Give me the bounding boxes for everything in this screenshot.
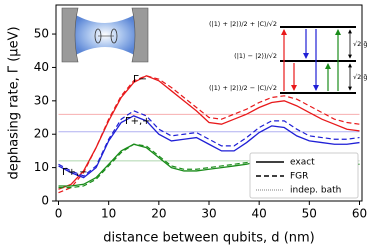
- y-tick-label: 30: [34, 93, 49, 107]
- x-tick-label: 20: [151, 207, 166, 221]
- level-label: (|1⟩ + |2⟩)/2 − |C⟩/√2: [209, 84, 277, 92]
- x-tick-label: 50: [302, 207, 317, 221]
- x-tick-label: 10: [101, 207, 116, 221]
- level-label: (|1⟩ − |2⟩)/√2: [234, 52, 277, 60]
- x-tick-label: 30: [201, 207, 216, 221]
- y-axis-label: dephasing rate, Γ (μeV): [7, 26, 22, 179]
- legend-label: indep. bath: [290, 186, 341, 196]
- mirror: [131, 7, 149, 63]
- x-axis-label: distance between qubits, d (nm): [103, 231, 315, 246]
- curve-label: Γ+,−: [62, 167, 88, 178]
- x-tick-label: 0: [55, 207, 63, 221]
- x-tick-label: 40: [252, 207, 267, 221]
- legend-label: exact: [290, 158, 315, 168]
- y-tick-label: 20: [34, 127, 49, 141]
- gap-label: √2 g̃: [353, 73, 367, 81]
- curve-label: Γ−: [133, 74, 147, 85]
- legend-label: FGR: [290, 172, 308, 182]
- x-tick-label: 60: [352, 207, 367, 221]
- y-tick-label: 10: [34, 160, 49, 174]
- fgr-line: [58, 75, 360, 194]
- mirror: [61, 7, 79, 63]
- level-diagram: (|1⟩ + |2⟩)/2 + |C⟩/√2 (|1⟩ − |2⟩)/√2 (|…: [209, 20, 367, 94]
- y-tick-label: 50: [34, 27, 49, 41]
- level-label: (|1⟩ + |2⟩)/2 + |C⟩/√2: [209, 20, 277, 28]
- gap-label: √2 g̃: [353, 40, 367, 48]
- legend-box: [249, 152, 359, 199]
- exact-line: [58, 115, 360, 179]
- y-tick-label: 0: [41, 194, 49, 208]
- cavity-inset: [61, 7, 149, 63]
- y-tick-label: 40: [34, 60, 49, 74]
- fgr-line: [58, 110, 360, 177]
- curve-label: Γ+,+: [125, 116, 151, 127]
- cavity-mode: [74, 14, 136, 56]
- exact-line: [58, 75, 360, 190]
